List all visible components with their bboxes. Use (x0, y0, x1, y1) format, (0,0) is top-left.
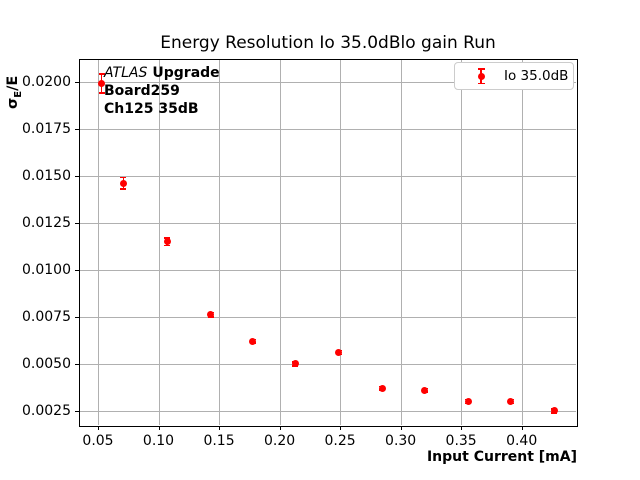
gridline-x (98, 60, 99, 425)
error-cap (120, 188, 127, 190)
data-point (249, 337, 257, 345)
gridline-x (340, 60, 342, 425)
data-point (163, 238, 171, 246)
x-tick (521, 426, 523, 430)
gridline-x (158, 60, 160, 425)
plot-area (79, 59, 578, 427)
x-tick-label: 0.20 (263, 433, 296, 449)
data-point (119, 179, 127, 187)
x-tick-label: 0.30 (385, 433, 417, 449)
data-point (507, 398, 515, 406)
y-tick (75, 175, 79, 177)
x-tick-label: 0.40 (506, 433, 538, 449)
x-tick (98, 426, 99, 430)
annotation-atlas: ATLAS Upgrade Board259 Ch125 35dB (104, 64, 220, 118)
y-tick-label: 0.0125 (22, 214, 71, 231)
gridline-x (219, 60, 221, 425)
gridline-y (80, 128, 576, 130)
error-cap (164, 237, 170, 239)
y-tick-label: 0.0175 (22, 120, 71, 137)
y-tick-label: 0.0100 (22, 261, 71, 278)
error-cap (164, 244, 170, 247)
errorbar-dot (477, 72, 485, 80)
x-tick (340, 426, 342, 430)
gridline-x (461, 60, 463, 425)
data-point (378, 384, 386, 392)
data-point (335, 349, 343, 357)
gridline-x (521, 60, 523, 425)
gridline-y (80, 316, 576, 318)
annotation-line-3: Ch125 35dB (104, 101, 199, 117)
y-tick-label: 0.0025 (22, 402, 71, 419)
data-point (464, 398, 472, 406)
gridline-y (80, 81, 576, 83)
y-tick (75, 128, 79, 130)
x-tick (158, 426, 160, 430)
x-tick-label: 0.15 (203, 433, 235, 449)
x-axis-label: Input Current [mA] (426, 449, 577, 465)
gridline-y (80, 410, 576, 412)
data-point (291, 360, 299, 368)
gridline-y (80, 269, 576, 271)
y-tick (75, 269, 79, 271)
y-tick-label: 0.0075 (22, 308, 71, 325)
y-tick (75, 81, 79, 83)
legend-label: Io 35.0dB (504, 68, 569, 84)
gridline-y (80, 363, 576, 365)
errorbar-marker-icon (477, 68, 485, 84)
data-point (421, 386, 429, 394)
errorbar-top-cap (477, 68, 485, 70)
gridline-y (80, 222, 576, 224)
x-tick (461, 426, 463, 430)
data-point (550, 407, 558, 415)
gridline-y (80, 175, 576, 177)
legend: Io 35.0dB (454, 62, 574, 90)
data-point (98, 79, 106, 87)
annotation-line-1: ATLAS Upgrade (104, 64, 220, 82)
x-tick (279, 426, 281, 430)
upgrade-text: Upgrade (152, 65, 220, 81)
x-tick-label: 0.25 (324, 433, 356, 449)
annotation-line-2: Board259 (104, 83, 180, 99)
x-tick (219, 426, 221, 430)
y-tick (75, 363, 79, 365)
error-cap (98, 92, 105, 94)
x-tick-label: 0.35 (445, 433, 477, 449)
error-cap (120, 176, 127, 179)
y-tick-label: 0.0050 (22, 355, 71, 372)
x-tick-label: 0.05 (82, 433, 114, 449)
y-tick (75, 410, 79, 412)
x-tick-label: 0.10 (142, 433, 175, 449)
data-point (207, 311, 215, 319)
gridline-x (279, 60, 281, 425)
y-tick (75, 222, 79, 224)
x-tick (400, 426, 402, 430)
chart-title: Energy Resolution Io 35.0dBlo gain Run (160, 33, 496, 53)
gridline-x (400, 60, 402, 425)
y-tick-label: 0.0200 (22, 73, 71, 90)
error-cap (98, 73, 105, 75)
y-tick-label: 0.0150 (22, 167, 71, 184)
atlas-text: ATLAS (104, 65, 148, 81)
errorbar-bottom-cap (477, 82, 485, 84)
y-tick (75, 316, 79, 318)
